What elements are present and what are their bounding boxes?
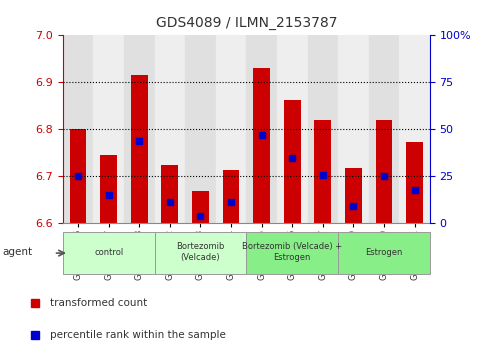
Text: agent: agent bbox=[2, 247, 32, 257]
Bar bbox=[345, 168, 362, 223]
Text: Estrogen: Estrogen bbox=[365, 248, 403, 257]
Bar bbox=[376, 120, 392, 223]
Bar bbox=[100, 155, 117, 223]
Bar bbox=[308, 35, 338, 223]
Bar bbox=[253, 68, 270, 223]
FancyBboxPatch shape bbox=[63, 233, 155, 274]
Bar bbox=[399, 35, 430, 223]
FancyBboxPatch shape bbox=[155, 233, 246, 274]
Title: GDS4089 / ILMN_2153787: GDS4089 / ILMN_2153787 bbox=[156, 16, 337, 30]
Bar bbox=[93, 35, 124, 223]
Bar bbox=[369, 35, 399, 223]
Bar bbox=[246, 35, 277, 223]
Bar bbox=[192, 191, 209, 223]
FancyBboxPatch shape bbox=[246, 233, 338, 274]
Bar bbox=[338, 35, 369, 223]
Text: control: control bbox=[94, 248, 123, 257]
Bar bbox=[314, 120, 331, 223]
Bar bbox=[124, 35, 155, 223]
Bar bbox=[406, 142, 423, 223]
Bar bbox=[223, 170, 240, 223]
Bar bbox=[216, 35, 246, 223]
Bar bbox=[277, 35, 308, 223]
Bar bbox=[185, 35, 216, 223]
Bar bbox=[155, 35, 185, 223]
Bar bbox=[284, 100, 300, 223]
Bar bbox=[131, 75, 148, 223]
Text: percentile rank within the sample: percentile rank within the sample bbox=[50, 330, 226, 339]
Text: transformed count: transformed count bbox=[50, 298, 147, 308]
Bar bbox=[161, 165, 178, 223]
Bar bbox=[70, 129, 86, 223]
FancyBboxPatch shape bbox=[338, 233, 430, 274]
Bar bbox=[63, 35, 93, 223]
Text: Bortezomib (Velcade) +
Estrogen: Bortezomib (Velcade) + Estrogen bbox=[242, 242, 342, 262]
Text: Bortezomib
(Velcade): Bortezomib (Velcade) bbox=[176, 242, 225, 262]
